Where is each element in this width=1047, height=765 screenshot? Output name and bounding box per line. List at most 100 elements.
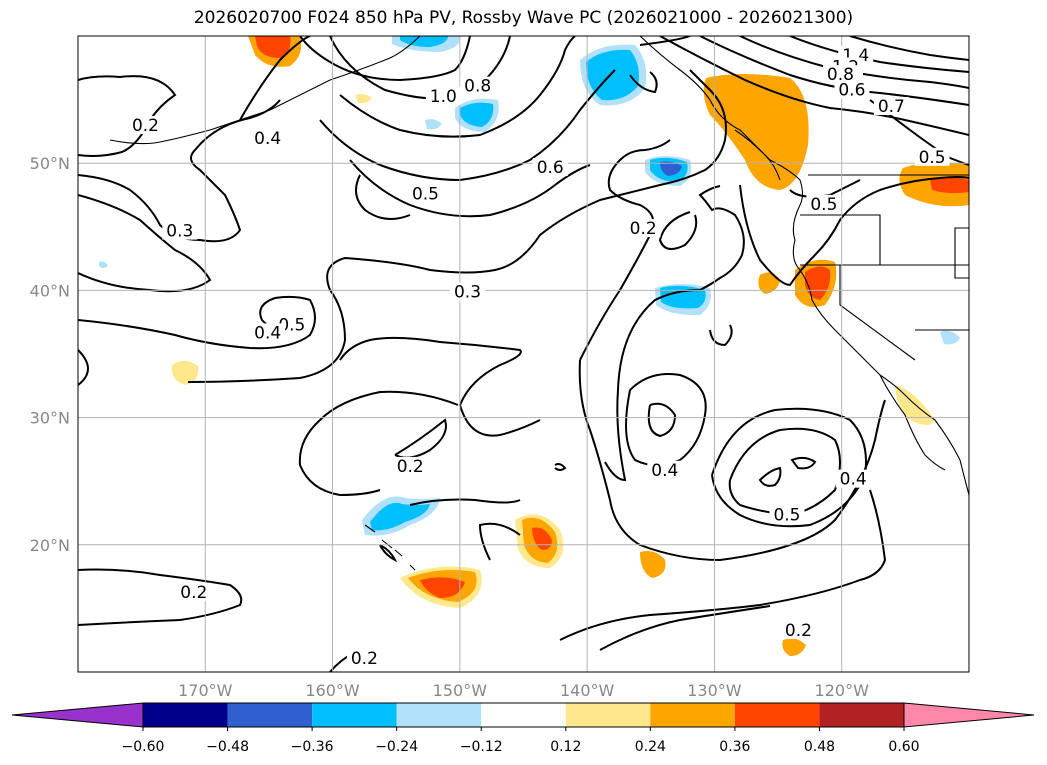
contour-label-bg <box>822 65 858 84</box>
contour-label: 0.8 <box>464 77 491 97</box>
plot-frame <box>77 35 970 673</box>
negative-anomaly-region <box>99 261 108 268</box>
colorbar-tick-label: −0.60 <box>122 739 165 755</box>
land-boundaries <box>109 36 969 571</box>
colorbar-segment <box>312 703 397 727</box>
contour-label: 1.0 <box>430 87 457 107</box>
colorbar-segment <box>734 703 820 727</box>
contour-label-bg <box>250 128 286 147</box>
contour-label: 0.5 <box>919 148 946 168</box>
contour-label-bg <box>392 456 428 475</box>
colorbar-segment <box>650 703 735 727</box>
lon-tick-label: 140°W <box>560 681 615 700</box>
colorbar-segment <box>143 703 228 727</box>
colorbar-segment <box>565 703 651 727</box>
contour-label: 0.4 <box>840 470 867 490</box>
colorbar-tick-label: 0.36 <box>719 739 750 755</box>
contour-label: 0.6 <box>537 158 564 178</box>
baja-peninsula <box>879 374 946 471</box>
latitude-labels: 50°N 40°N 30°N 20°N <box>30 154 70 555</box>
contour-label: 0.5 <box>412 185 439 205</box>
contour-label-bg <box>346 649 382 668</box>
contour-label: 0.2 <box>351 649 378 669</box>
colorbar-extend-low <box>11 702 144 728</box>
alaska-peninsula <box>109 36 421 145</box>
negative-anomaly-core <box>370 502 430 531</box>
contour-label-bg <box>834 80 870 99</box>
contour-label-bg <box>780 621 816 640</box>
contour-label-bg <box>914 147 950 166</box>
contour-label-bg <box>460 76 496 95</box>
contour-label-bg <box>625 219 661 238</box>
positive-anomaly-region <box>703 74 809 190</box>
contour-label-bg <box>769 505 805 524</box>
contour-label: 0.6 <box>838 80 865 100</box>
lon-tick-label: 120°W <box>815 681 870 700</box>
lat-tick-label: 40°N <box>30 281 70 300</box>
contour-label-bg <box>532 158 568 177</box>
longitude-labels: 170°W 160°W 150°W 140°W 130°W 120°W <box>178 681 869 700</box>
north-america-coastline <box>639 36 969 496</box>
contour-label-bg <box>407 184 443 203</box>
state-boundary <box>954 227 969 279</box>
contour-label-bg <box>127 116 163 135</box>
contour-labels: 0.20.41.00.80.60.50.30.30.50.40.20.2 0.40… <box>127 46 950 669</box>
colorbar-segment <box>819 703 904 727</box>
positive-anomaly-region <box>782 638 806 656</box>
lon-tick-label: 150°W <box>433 681 488 700</box>
positive-anomaly-core <box>930 177 969 194</box>
lat-tick-label: 50°N <box>30 154 70 173</box>
contour-label: 0.2 <box>630 219 657 239</box>
colorbar-frame <box>142 702 905 728</box>
contour-label-bg <box>250 323 286 342</box>
contour-label-bg <box>449 282 485 301</box>
contour-label: 0.3 <box>454 283 481 303</box>
contour-label: 0.2 <box>397 457 424 477</box>
lon-tick-label: 170°W <box>178 681 233 700</box>
contour-label: 0.4 <box>254 323 281 343</box>
negative-anomaly-core <box>400 36 448 47</box>
map-title: 2026020700 F024 850 hPa PV, Rossby Wave … <box>193 8 854 28</box>
colorbar-tick-label: −0.48 <box>206 739 249 755</box>
colorbar-tick-label: 0.60 <box>888 739 919 755</box>
negative-anomaly-region <box>425 119 442 130</box>
lon-tick-label: 130°W <box>687 681 742 700</box>
contour-label-bg <box>162 221 198 240</box>
colorbar-segment <box>396 703 482 727</box>
contour-label: 0.4 <box>651 461 678 481</box>
colorbar-tick-label: −0.12 <box>460 739 503 755</box>
state-boundary <box>839 265 916 361</box>
contour-label: 0.5 <box>773 505 800 525</box>
lat-tick-label: 20°N <box>30 536 70 555</box>
colorbar-segment <box>227 703 313 727</box>
contour-label: 0.2 <box>132 116 159 136</box>
colorbar <box>11 702 1035 728</box>
colorbar-tick-label: 0.24 <box>635 739 666 755</box>
contour-label-bg <box>425 86 461 105</box>
positive-anomaly-core <box>805 266 831 300</box>
contour-label: 0.4 <box>254 129 281 149</box>
lat-tick-label: 30°N <box>30 409 70 428</box>
negative-anomaly-core <box>460 102 494 127</box>
contour-label-bg <box>835 469 871 488</box>
positive-anomaly-region <box>355 94 372 104</box>
colorbar-segment <box>481 703 566 727</box>
colorbar-labels: −0.60 −0.48 −0.36 −0.24 −0.12 0.12 0.24 0.36 0.4… <box>122 727 920 755</box>
positive-anomaly-region <box>640 551 666 578</box>
negative-anomaly-region <box>940 330 960 345</box>
lon-tick-label: 160°W <box>305 681 360 700</box>
colorbar-tick-label: −0.36 <box>291 739 334 755</box>
contour-label-bg <box>647 460 683 479</box>
hawaii-islands <box>364 524 416 571</box>
colorbar-tick-label: 0.12 <box>550 739 581 755</box>
colorbar-tick-label: 0.48 <box>804 739 835 755</box>
colorbar-extend-high <box>903 702 1035 728</box>
positive-anomaly-core <box>420 577 465 598</box>
contour-label: 0.7 <box>878 97 905 117</box>
negative-anomaly-core <box>660 285 706 309</box>
pv-contours <box>78 36 969 672</box>
contour-label-bg <box>176 582 212 601</box>
contour-label: 0.5 <box>810 195 837 215</box>
state-boundary <box>800 214 969 266</box>
